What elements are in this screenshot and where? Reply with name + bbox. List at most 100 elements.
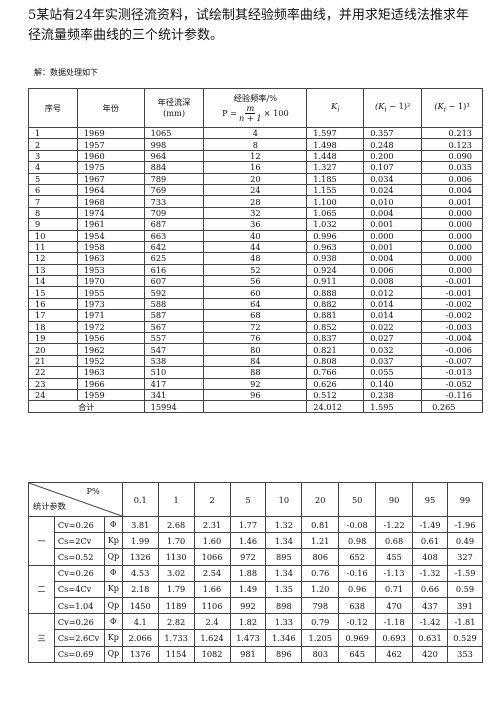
- cell-runoff: 588: [143, 297, 205, 311]
- cell-ki-cubed: -0.006: [421, 343, 483, 356]
- cell-frequency: 12: [203, 149, 308, 163]
- cell-year: 1974: [76, 206, 145, 220]
- p-value-header: 99: [446, 482, 484, 517]
- cell-frequency: 84: [203, 354, 308, 368]
- cell-ki-squared: 0.140: [363, 377, 423, 391]
- parameter-value: 0.96: [338, 580, 377, 598]
- parameter-value: 0.631: [412, 629, 448, 647]
- cell-ki-squared: 0.006: [363, 263, 423, 277]
- cell-ki-squared: 0.055: [363, 366, 423, 379]
- parameter-value: 4.1: [121, 613, 159, 631]
- p-value-header: 50: [338, 482, 377, 517]
- parameter-value: 0.79: [301, 613, 340, 631]
- parameter-value: 1.49: [229, 580, 267, 598]
- table-row: 17 1971 587 68 0.881 0.014 -0.002: [28, 309, 483, 322]
- parameter-value: 806: [301, 548, 340, 566]
- table-row: 20 1962 547 80 0.821 0.032 -0.006: [28, 343, 483, 356]
- cell-ki-cubed: 0.004: [421, 183, 483, 197]
- header-seq: 序号: [28, 88, 78, 128]
- cell-seq: 21: [28, 354, 78, 368]
- cell-seq: 10: [28, 229, 78, 242]
- parameter-value: 3.81: [121, 515, 159, 534]
- header-ki-squared: (Ki − 1)²: [363, 88, 423, 128]
- cell-runoff: 642: [143, 240, 205, 254]
- frequency-parameter-table: P% 统计参数 0.1 1 2 5 10 20 50 90 95 99 一 Cv=0.26 Φ 3.81…: [28, 482, 484, 663]
- cell-seq: 13: [28, 263, 78, 277]
- cell-ki: 0.996: [306, 229, 365, 242]
- parameter-value: 1066: [193, 548, 231, 566]
- cell-seq: 5: [28, 172, 78, 185]
- cell-ki: 1.032: [306, 218, 365, 231]
- cell-ki-cubed: 0.213: [421, 126, 483, 140]
- cell-runoff: 709: [143, 206, 205, 220]
- parameter-value: 408: [412, 548, 448, 566]
- cell-ki-squared: 0.022: [363, 320, 423, 334]
- cell-frequency: 32: [203, 206, 308, 220]
- table-row: 3 1960 964 12 1.448 0.200 0.090: [28, 149, 483, 163]
- parameter-value: 645: [338, 645, 377, 663]
- cell-ki-cubed: -0.001: [421, 275, 483, 288]
- cell-runoff: 616: [143, 263, 205, 277]
- cu-tail: − 1)³: [445, 100, 470, 111]
- parameter-value: 1106: [193, 596, 231, 615]
- cell-ki: 0.881: [306, 309, 365, 322]
- parameter-value: 353: [446, 645, 484, 663]
- table-row: 15 1955 592 60 0.888 0.012 -0.001: [28, 286, 483, 299]
- parameter-symbol: Kp: [103, 580, 123, 598]
- cell-year: 1958: [76, 240, 145, 254]
- parameter-label: Cs=4Cv: [53, 580, 105, 598]
- parameter-row: Cs=0.69 Qp 1376 1154 1082 981 896 803 645 462 420 3…: [29, 645, 484, 663]
- problem-statement: 5某站有24年实测径流资料，试绘制其经验频率曲线，并用求矩适线法推求年径流量频率…: [28, 8, 469, 43]
- cell-ki: 0.938: [306, 252, 365, 265]
- cell-ki-cubed: -0.052: [421, 377, 483, 391]
- cell-ki-cubed: 0.000: [421, 206, 483, 220]
- p-header-row: P% 统计参数 0.1 1 2 5 10 20 50 90 95 99: [28, 482, 484, 517]
- cell-frequency: 52: [203, 263, 308, 277]
- cell-ki-squared: 0.037: [363, 354, 423, 368]
- cell-year: 1970: [76, 275, 145, 288]
- parameter-value: 0.529: [446, 629, 484, 647]
- parameter-value: 1.32: [265, 515, 303, 534]
- p-value-header: 5: [229, 482, 267, 517]
- parameter-value: 1154: [157, 645, 195, 663]
- parameter-label: Cv=0.26: [53, 613, 105, 631]
- cell-ki: 0.911: [306, 275, 365, 288]
- table-row: 6 1964 769 24 1.155 0.024 0.004: [28, 183, 483, 197]
- cell-ki-cubed: -0.003: [421, 320, 483, 334]
- parameter-label: Cs=1.04: [53, 596, 105, 615]
- cell-frequency: 72: [203, 320, 308, 334]
- p-value-header: 1: [157, 482, 195, 517]
- header-frequency-label: 经验频率/%: [233, 93, 278, 103]
- cell-seq: 18: [28, 320, 78, 334]
- cell-year: 1963: [76, 366, 145, 379]
- formula-lhs: P =: [222, 108, 238, 118]
- parameter-value: 1.20: [301, 580, 340, 598]
- parameter-value: 2.4: [193, 613, 231, 631]
- cell-runoff: 625: [143, 252, 205, 265]
- cell-ki-squared: 0.004: [363, 206, 423, 220]
- cell-seq: 8: [28, 206, 78, 220]
- cell-seq: 15: [28, 286, 78, 299]
- cell-ki-cubed: 0.000: [421, 263, 483, 277]
- cell-ki-squared: 0.357: [363, 126, 423, 140]
- cell-year: 1963: [76, 252, 145, 265]
- cell-frequency: 16: [203, 161, 308, 174]
- cell-seq: 4: [28, 161, 78, 174]
- parameter-value: 2.68: [157, 515, 195, 534]
- sq-subscript: i: [384, 105, 387, 114]
- cell-ki-cubed: 0.000: [421, 240, 483, 254]
- parameter-value: -1.32: [412, 564, 448, 582]
- parameter-value: 1130: [157, 548, 195, 566]
- table-row: 21 1952 538 84 0.808 0.037 -0.007: [28, 354, 483, 368]
- cell-ki-cubed: -0.002: [421, 309, 483, 322]
- header-year: 年份: [76, 88, 145, 128]
- parameter-value: 0.59: [446, 580, 484, 598]
- header-runoff: 年径流深 (mm): [143, 88, 205, 128]
- parameter-value: 2.066: [121, 629, 159, 647]
- cell-ki-squared: 0.014: [363, 309, 423, 322]
- parameter-value: -1.18: [375, 613, 414, 631]
- cell-ki: 1.448: [306, 149, 365, 163]
- formula-multiplier: × 100: [263, 108, 289, 118]
- solution-label: 解：数据处理如下: [34, 68, 98, 77]
- p-value-header: 90: [375, 482, 414, 517]
